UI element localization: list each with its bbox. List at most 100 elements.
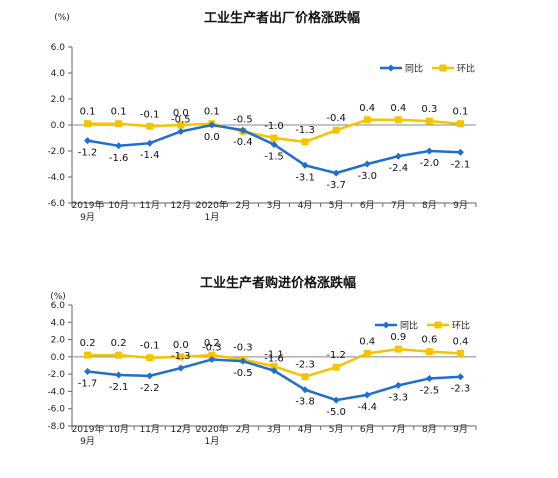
export-series-yoy-point <box>456 148 464 156</box>
purchase-series-mom-point <box>394 345 402 353</box>
purchase-y-tick-label: -8.0 <box>47 422 65 432</box>
purchase-y-unit-label: (%) <box>50 292 66 302</box>
purchase-series-yoy-data-label: -1.6 <box>264 354 284 365</box>
export-series-mom-point <box>146 122 154 130</box>
purchase-series-mom-data-label: 0.4 <box>453 336 469 347</box>
export-series-mom-data-label: 0.1 <box>204 107 220 118</box>
purchase-legend-mom-label: 环比 <box>452 320 470 332</box>
purchase-series-mom-point <box>456 349 464 357</box>
export-series-mom-data-label: -0.4 <box>326 113 346 124</box>
purchase-series-yoy-point <box>146 372 154 380</box>
export-series-yoy-data-label: -0.4 <box>233 137 253 148</box>
purchase-y-tick-label: -2.0 <box>47 370 65 380</box>
purchase-series-yoy-data-label: -1.3 <box>171 351 191 362</box>
export-y-tick-label: 4.0 <box>51 69 66 79</box>
export-x-tick-label: 5月 <box>329 200 344 211</box>
purchase-series-mom-data-label: 0.2 <box>111 338 127 349</box>
purchase-series-mom-point <box>146 354 154 362</box>
purchase-x-tick-label: 3月 <box>267 424 282 435</box>
purchase-series-yoy-point <box>301 386 309 394</box>
purchase-series-mom-point <box>208 351 216 359</box>
purchase-x-tick-label: 10月 <box>108 424 128 435</box>
purchase-series-mom-data-label: 0.4 <box>359 336 375 347</box>
purchase-y-tick-label: 6.0 <box>51 301 66 311</box>
purchase-price-chart: 工业生产者购进价格涨跌幅 (%) 6.0 4.0 2.0 0.0 -2.0 -4.0 -6.0 -… <box>0 240 558 478</box>
purchase-series-yoy-point <box>425 374 433 382</box>
purchase-series-mom-point <box>332 363 340 371</box>
export-series-mom-data-label: -0.1 <box>140 109 160 120</box>
export-price-chart: 工业生产者出厂价格涨跌幅 (%) 6.0 4.0 2.0 0.0 -2.0 -4.0 -6.0 2… <box>47 10 477 223</box>
export-series-yoy-data-label: -0.5 <box>171 115 191 126</box>
purchase-series-mom-point <box>115 351 123 359</box>
purchase-x-tick-label: 2月 <box>236 424 251 435</box>
purchase-y-tick-label: 4.0 <box>51 318 66 328</box>
purchase-series-mom-point <box>270 362 278 370</box>
export-x-tick-label: 6月 <box>360 200 375 211</box>
purchase-series-yoy-point <box>363 391 371 399</box>
export-y-tick-label: 0.0 <box>51 121 66 131</box>
export-x-tick-label: 12月 <box>171 200 191 211</box>
export-series-yoy-point <box>332 169 340 177</box>
purchase-series-yoy-data-label: -5.0 <box>326 407 346 418</box>
purchase-x-tick-label: 2020年 <box>196 423 228 435</box>
purchase-x-tick-label: 1月 <box>204 436 219 447</box>
export-series-mom-point <box>177 121 185 129</box>
purchase-x-tick-label: 4月 <box>298 424 313 435</box>
export-series-yoy-data-label: -2.0 <box>420 158 440 169</box>
purchase-series-yoy-data-label: -2.3 <box>451 384 471 395</box>
export-y-tick-label: 2.0 <box>51 95 66 105</box>
export-series-mom-data-label: 0.1 <box>111 107 127 118</box>
purchase-series-yoy-data-label: -3.3 <box>389 392 409 403</box>
purchase-series-mom-data-label: 0.0 <box>173 340 189 351</box>
purchase-series-yoy-data-label: -0.5 <box>233 368 253 379</box>
purchase-series-mom-point <box>363 349 371 357</box>
export-series-yoy-data-label: -1.5 <box>264 152 284 163</box>
export-series-mom-data-label: -1.0 <box>264 121 284 132</box>
export-x-tick-label: 8月 <box>422 200 437 211</box>
export-series-yoy-point <box>208 121 216 129</box>
export-y-tick-label: 6.0 <box>51 43 66 53</box>
purchase-x-tick-label: 12月 <box>171 424 191 435</box>
export-series-yoy-point <box>363 160 371 168</box>
export-x-tick-label: 2020年 <box>196 199 228 211</box>
export-x-tick-label: 3月 <box>267 200 282 211</box>
export-legend-yoy-label: 同比 <box>405 63 423 75</box>
export-series-mom-point <box>363 116 371 124</box>
purchase-legend-yoy-swatch-marker <box>382 321 390 329</box>
export-series-yoy-point <box>239 126 247 134</box>
purchase-series-yoy-point <box>270 367 278 375</box>
export-series-yoy-point <box>270 141 278 148</box>
purchase-x-tick-label: 11月 <box>139 424 159 435</box>
export-series-mom-point <box>332 126 340 134</box>
export-series-yoy-point <box>394 152 402 160</box>
purchase-series-yoy-data-label: -2.5 <box>420 385 440 396</box>
purchase-series-yoy-point <box>239 357 247 365</box>
export-series-yoy-point <box>177 128 185 135</box>
purchase-series-mom-data-label: 0.2 <box>80 338 96 349</box>
purchase-series-yoy-point <box>115 371 123 379</box>
purchase-series-mom-data-label: -1.2 <box>326 350 346 361</box>
export-x-tick-label: 2019年 <box>72 199 104 211</box>
export-legend-yoy-swatch-marker <box>387 64 395 72</box>
purchase-series-yoy-point <box>394 381 402 389</box>
export-x-tick-label: 1月 <box>204 212 219 223</box>
purchase-series-mom-data-label: 0.9 <box>390 332 406 343</box>
export-x-tick-label: 10月 <box>108 200 128 211</box>
export-series-mom-data-label: 0.3 <box>421 104 437 115</box>
purchase-series-yoy-data-label: -1.7 <box>78 379 98 390</box>
purchase-series-mom-data-label: -0.1 <box>140 341 160 352</box>
export-series-yoy-data-label: 0.0 <box>204 132 220 143</box>
export-series-yoy-data-label: -1.2 <box>78 148 98 159</box>
export-series-yoy-point <box>84 137 92 145</box>
export-series-yoy-point <box>425 147 433 155</box>
export-x-tick-label: 7月 <box>391 200 406 211</box>
export-legend-mom-label: 环比 <box>457 63 475 75</box>
export-series-yoy-point <box>146 139 154 147</box>
export-series-mom-data-label: -1.3 <box>295 125 315 136</box>
export-series-yoy-data-label: -3.0 <box>357 171 377 182</box>
export-series-mom-data-label: 0.4 <box>390 103 406 114</box>
purchase-x-tick-label: 5月 <box>329 424 344 435</box>
export-series-mom-point <box>425 117 433 125</box>
export-x-tick-label: 2月 <box>236 200 251 211</box>
export-series-yoy-data-label: -2.4 <box>389 163 409 174</box>
